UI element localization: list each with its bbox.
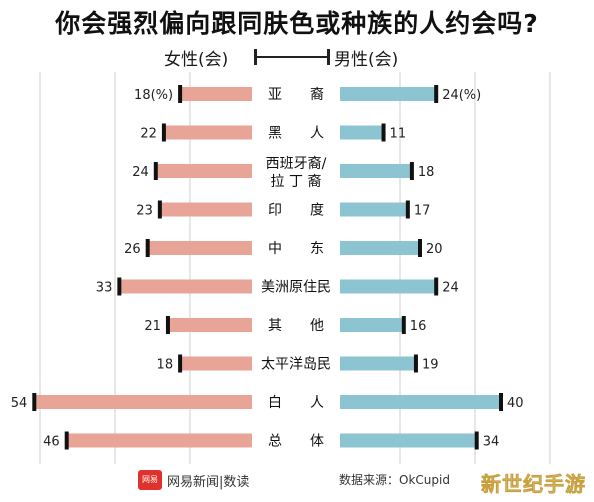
male-bar [340,125,385,140]
male-value-label: 17 [414,204,431,219]
female-bar-end-cap [64,431,69,450]
brand-logo-icon: 网易 [138,470,162,490]
legend: 女性(会) 男性(会) [0,45,594,70]
category-label: 亚 裔 [268,86,324,103]
female-bar [118,279,252,294]
female-bar-end-cap [178,85,183,103]
category-label: 白 人 [268,395,324,411]
male-value-label: 11 [390,127,407,142]
female-bar-end-cap [157,200,162,219]
watermark: 新世纪手游 [481,472,586,497]
female-bar-end-cap [161,123,166,142]
category-label: 总 体 [268,434,324,450]
data-source: 数据来源：OkCupid [339,473,450,487]
category-label: 美洲原住民 [261,280,331,296]
female-bar [166,318,252,332]
category-label: 中 东 [268,241,324,257]
male-value-label: 24(%) [442,88,481,103]
footer: 网易 网易新闻|数读 数据来源：OkCupid 新世纪手游 [0,466,594,496]
male-value-label: 34 [483,435,500,450]
female-bar [65,433,252,448]
chart-area: 18(%) 24(%) 亚 裔 22 11 黑 人 24 18 西班牙裔/拉 丁 裔 23 17 印 … [11,72,551,464]
male-bar [340,395,502,409]
male-bar-end-cap [409,162,414,180]
female-bar [179,87,252,101]
male-bar [340,356,417,371]
male-bar-end-cap [413,354,418,373]
female-value-label: 21 [144,319,161,334]
female-bar [179,356,252,371]
category-label: 黑 人 [268,126,324,142]
male-bar [340,87,438,101]
category-label: 西班牙裔/ [266,155,327,172]
female-bar [158,202,252,217]
female-value-label: 22 [140,127,157,142]
male-value-label: 18 [418,165,435,180]
brand-name: 网易新闻|数读 [167,475,250,490]
female-value-label: 54 [11,396,28,411]
male-bar [340,202,409,217]
female-value-label: 33 [96,281,113,296]
female-bar [146,241,252,255]
female-bar-end-cap [153,162,158,180]
male-bar-end-cap [499,393,503,411]
male-value-label: 20 [426,242,443,257]
female-bar-end-cap [117,277,122,296]
male-bar-end-cap [401,316,406,334]
legend-female: 女性(会) [164,50,229,70]
male-value-label: 40 [507,396,524,411]
male-bar [340,279,438,294]
male-bar [340,318,405,332]
male-value-label: 19 [422,358,439,373]
male-value-label: 24 [442,281,459,296]
female-bar-end-cap [32,393,37,411]
male-bar-end-cap [474,431,479,450]
male-bar-end-cap [434,277,439,296]
category-label: 其 他 [268,318,324,334]
male-bar [340,164,413,178]
female-bar-end-cap [145,239,150,257]
female-bar [33,395,252,409]
female-value-label: 18(%) [134,88,173,103]
category-label: 拉 丁 裔 [271,173,322,190]
legend-male: 男性(会) [334,50,399,70]
female-value-label: 18 [157,358,174,373]
legend-arrow-cap-right [327,49,330,65]
female-bar [162,125,252,140]
male-bar-end-cap [381,123,386,142]
male-bar [340,241,421,255]
legend-arrow [254,56,330,58]
category-label: 太平洋岛民 [261,357,331,373]
male-bar-end-cap [418,239,422,257]
male-value-label: 16 [410,319,427,334]
female-value-label: 26 [124,242,141,257]
female-bar [154,164,252,178]
chart-title: 你会强烈偏向跟同肤色或种族的人约会吗? [55,9,539,38]
female-value-label: 23 [136,204,153,219]
male-bar-end-cap [405,200,410,219]
female-value-label: 46 [43,435,60,450]
category-label: 印 度 [268,203,324,219]
female-value-label: 24 [132,165,149,180]
male-bar-end-cap [434,85,439,103]
male-bar [340,433,478,448]
female-bar-end-cap [178,354,183,373]
female-bar-end-cap [165,316,170,334]
